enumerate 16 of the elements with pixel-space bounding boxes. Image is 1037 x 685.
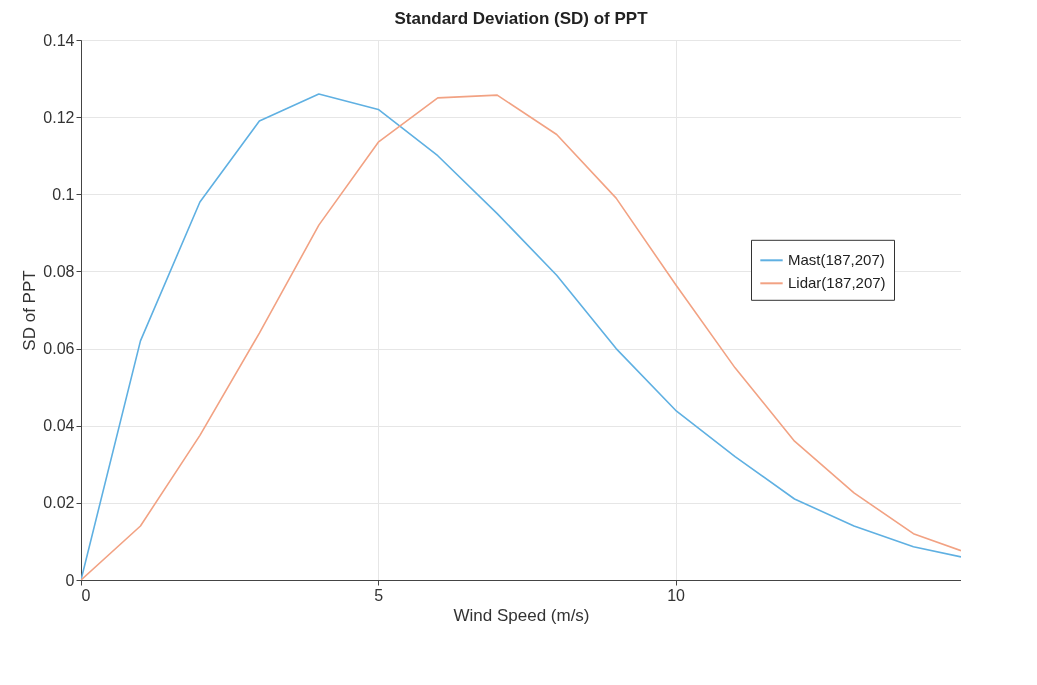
y-tick-label: 0.02 xyxy=(43,494,75,512)
legend-label: Mast(187,207) xyxy=(788,251,885,269)
y-tick-label: 0.14 xyxy=(43,31,75,49)
y-tick-label: 0 xyxy=(65,571,75,589)
chart-title: Standard Deviation (SD) of PPT xyxy=(394,9,649,28)
x-tick-label: 0 xyxy=(81,586,91,604)
y-tick-label: 0.06 xyxy=(43,340,75,358)
y-tick-label: 0.1 xyxy=(52,185,75,203)
y-tick-label: 0.12 xyxy=(43,108,75,126)
y-tick-label: 0.08 xyxy=(43,262,75,280)
legend-label: Lidar(187,207) xyxy=(788,274,886,292)
y-tick-label: 0.04 xyxy=(43,417,75,435)
x-axis-title: Wind Speed (m/s) xyxy=(453,605,590,625)
y-axis-title: SD of PPT xyxy=(20,270,40,351)
x-tick-label: 5 xyxy=(374,586,384,604)
x-tick-label: 10 xyxy=(667,586,686,604)
